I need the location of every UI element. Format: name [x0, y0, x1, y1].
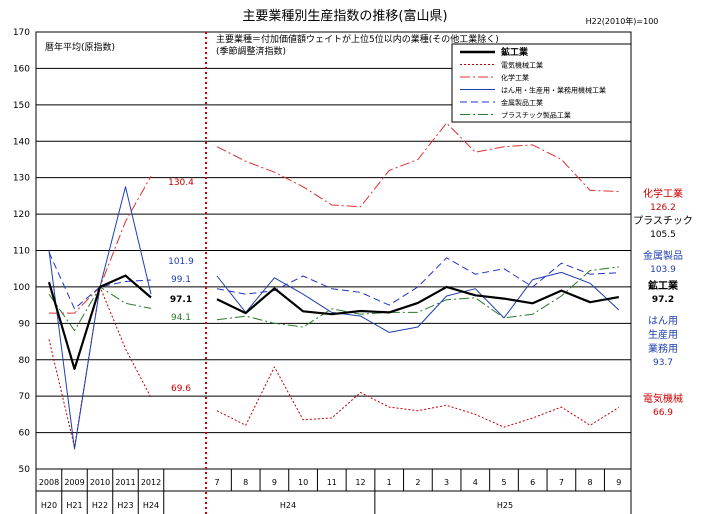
y-tick-label: 90 — [19, 319, 31, 329]
y-tick-label: 130 — [13, 174, 30, 184]
annual-note: 暦年平均(原指数) — [45, 41, 115, 53]
x-tick-label-year: 2009 — [64, 478, 84, 487]
series-line-annual-machinery — [48, 186, 152, 450]
x-tick-label-month: 8 — [243, 478, 248, 487]
y-tick-label: 60 — [19, 429, 31, 439]
right-value-metal: 103.9 — [650, 265, 676, 275]
series-line-monthly-chemical — [216, 122, 619, 208]
series-line-monthly-electric — [216, 366, 620, 428]
right-label-plastic: プラスチック — [633, 215, 693, 227]
right-label-mining: 鉱工業 — [648, 279, 679, 292]
x-tick-label-month: 9 — [272, 478, 277, 487]
x-tick-label-month: 12 — [355, 478, 365, 487]
series-lines — [47, 122, 620, 450]
x-tick-label-month: 11 — [327, 478, 337, 487]
right-label-machinery-3: 業務用 — [648, 342, 678, 355]
legend-label-metal: 金属製品工業 — [501, 98, 543, 107]
series-line-annual-mining — [47, 274, 152, 370]
y-tick-label: 70 — [19, 392, 31, 402]
x-tick-label-month: 5 — [501, 478, 506, 487]
x-tick-label-era: H22 — [92, 501, 108, 510]
x-tick-label-era: H24 — [143, 501, 159, 510]
x-tick-label-era: H23 — [117, 501, 133, 510]
y-tick-label: 160 — [13, 64, 30, 74]
right-label-machinery-1: はん用 — [648, 315, 678, 327]
series-line-annual-chemical — [49, 175, 152, 314]
right-label-machinery-2: 生産用 — [648, 328, 678, 341]
x-tick-label-month: 1 — [387, 478, 392, 487]
legend-label-mining: 鉱工業 — [501, 46, 529, 58]
monthly-note-1: 主要業種＝付加価値額ウェイトが上位5位以内の業種(その他工業除く) — [216, 33, 499, 45]
series-line-monthly-metal — [216, 257, 619, 306]
data-label-machinery: 99.1 — [171, 275, 191, 285]
right-value-plastic: 105.5 — [650, 230, 676, 240]
x-tick-label-month: 10 — [298, 478, 308, 487]
x-tick-label-month: 7 — [214, 478, 219, 487]
base-note: H22(2010年)=100 — [586, 16, 659, 26]
legend-label-machinery: はん用・生産用・業務用機械工業 — [501, 86, 606, 95]
data-labels: 130.4 101.9 99.1 97.1 94.1 69.6 — [168, 178, 194, 394]
data-label-mining: 97.1 — [170, 295, 192, 305]
right-label-metal: 金属製品 — [643, 249, 683, 262]
y-tick-label: 50 — [19, 465, 31, 475]
data-label-metal: 101.9 — [168, 257, 194, 267]
y-tick-label: 150 — [13, 101, 30, 111]
chart-title: 主要業種別生産指数の推移(富山県) — [242, 8, 447, 24]
x-tick-label-era: H21 — [66, 501, 82, 510]
x-tick-label-year: 2012 — [141, 478, 161, 487]
y-tick-label: 110 — [13, 247, 30, 257]
x-tick-label-month: 3 — [444, 478, 449, 487]
right-value-chemical: 126.2 — [650, 203, 676, 213]
legend-label-chemical: 化学工業 — [501, 73, 529, 82]
h25-label: H25 — [497, 501, 513, 510]
x-tick-label-month: 8 — [588, 478, 593, 487]
right-label-electric: 電気機械 — [643, 392, 683, 405]
x-tick-label-month: 6 — [530, 478, 535, 487]
x-tick-label-year: 2010 — [90, 478, 110, 487]
x-tick-label-year: 2011 — [115, 478, 135, 487]
x-tick-label-era: H20 — [41, 501, 57, 510]
x-tick-label-month: 4 — [473, 478, 478, 487]
x-tick-label-month: 9 — [616, 478, 621, 487]
y-tick-label: 140 — [13, 137, 30, 147]
x-tick-label-month: 7 — [559, 478, 564, 487]
series-line-annual-metal — [48, 252, 152, 310]
x-tick-label-year: 2008 — [39, 478, 59, 487]
legend: 鉱工業電気機械工業化学工業はん用・生産用・業務用機械工業金属製品工業プラスチック… — [451, 43, 632, 123]
axes: 50607080901001101201301401501601702008H2… — [13, 28, 632, 514]
data-label-electric: 69.6 — [171, 384, 191, 394]
y-tick-label: 120 — [13, 210, 30, 220]
x-tick-label-month: 2 — [415, 478, 420, 487]
data-label-plastic: 94.1 — [171, 313, 191, 323]
right-value-electric: 66.9 — [653, 408, 673, 418]
legend-label-electric: 電気機械工業 — [501, 61, 543, 70]
monthly-note-2: (季節調整済指数) — [216, 45, 286, 57]
series-line-annual-plastic — [48, 286, 152, 332]
right-value-mining: 97.2 — [652, 295, 674, 305]
right-label-chemical: 化学工業 — [643, 187, 683, 200]
right-value-machinery: 93.7 — [653, 358, 673, 368]
right-side-labels: 化学工業 126.2 プラスチック 105.5 金属製品 103.9 鉱工業 9… — [633, 187, 693, 418]
series-line-monthly-plastic — [216, 266, 619, 328]
h24-label: H24 — [280, 501, 296, 510]
y-tick-label: 100 — [13, 283, 30, 293]
series-line-monthly-machinery — [216, 271, 620, 333]
y-tick-label: 170 — [13, 28, 30, 38]
data-label-chemical: 130.4 — [168, 178, 194, 188]
plot-frame — [35, 31, 632, 470]
y-tick-label: 80 — [19, 356, 31, 366]
series-line-monthly-mining — [216, 285, 619, 316]
legend-label-plastic: プラスチック製品工業 — [501, 111, 571, 120]
